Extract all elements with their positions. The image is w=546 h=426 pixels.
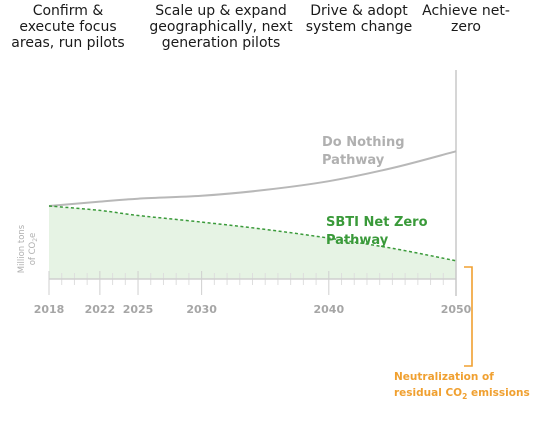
x-tick-label-2022: 2022 — [85, 303, 116, 316]
annotation-suffix: emissions — [467, 387, 529, 399]
neutralization-annotation-line-2: residual CO2 emissions — [394, 387, 530, 401]
x-tick-label-2018: 2018 — [34, 303, 65, 316]
net-zero-series-label: SBTI Net Zero Pathway — [326, 215, 432, 248]
x-axis-tick-labels: 2018 2022 2025 2030 2040 2050 — [34, 303, 472, 316]
phase-2-line-3: generation pilots — [161, 35, 281, 51]
phase-1-line-1: Confirm & — [32, 3, 104, 19]
phase-2-line-1: Scale up & expand — [155, 3, 287, 19]
phase-3-label: Drive & adopt system change — [304, 3, 414, 35]
annotation-subscript: 2 — [462, 392, 467, 401]
phase-3-line-2: system change — [305, 19, 413, 35]
phase-3-line-1: Drive & adopt — [310, 3, 408, 19]
net-zero-label-line-1: SBTI Net Zero — [326, 215, 428, 230]
phase-1-label: Confirm & execute focus areas, run pilot… — [5, 3, 131, 51]
x-tick-label-2040: 2040 — [314, 303, 345, 316]
phase-4-label: Achieve net- zero — [418, 3, 514, 35]
do-nothing-label-line-1: Do Nothing — [322, 135, 405, 150]
do-nothing-label-line-2: Pathway — [322, 153, 385, 168]
residual-emissions-bracket — [464, 266, 473, 367]
phase-1-line-3: areas, run pilots — [11, 35, 125, 51]
net-zero-series-line — [48, 205, 457, 262]
annotation-prefix: residual CO — [394, 387, 462, 399]
net-zero-area-fill — [49, 206, 456, 279]
phase-1-line-2: execute focus — [19, 19, 117, 35]
x-tick-label-2025: 2025 — [123, 303, 154, 316]
neutralization-annotation-line-1: Neutralization of — [394, 371, 494, 383]
do-nothing-series-label: Do Nothing Pathway — [322, 135, 409, 168]
x-tick-label-2030: 2030 — [186, 303, 217, 316]
phase-4-line-1: Achieve net- — [422, 3, 510, 19]
net-zero-label-line-2: Pathway — [326, 233, 389, 248]
phase-2-line-2: geographically, next — [149, 19, 293, 35]
phase-2-label: Scale up & expand geographically, next g… — [148, 3, 294, 51]
y-axis-label: Million tonsof CO2e — [17, 224, 39, 273]
x-tick-label-2050: 2050 — [441, 303, 472, 316]
phase-4-line-2: zero — [451, 19, 481, 35]
do-nothing-series-line — [48, 150, 457, 207]
